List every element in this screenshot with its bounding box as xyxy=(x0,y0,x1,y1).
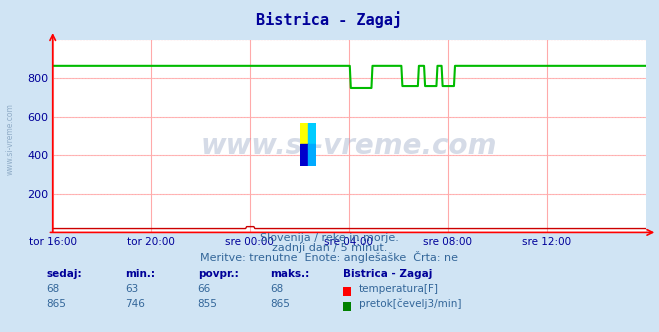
Text: 68: 68 xyxy=(270,284,283,294)
Text: povpr.:: povpr.: xyxy=(198,269,239,279)
Text: 68: 68 xyxy=(46,284,59,294)
Text: zadnji dan / 5 minut.: zadnji dan / 5 minut. xyxy=(272,243,387,253)
Text: maks.:: maks.: xyxy=(270,269,310,279)
Bar xyxy=(308,123,316,144)
Text: 865: 865 xyxy=(46,299,66,309)
Bar xyxy=(308,144,316,166)
Text: min.:: min.: xyxy=(125,269,156,279)
Bar xyxy=(300,123,308,144)
Text: 746: 746 xyxy=(125,299,145,309)
Text: temperatura[F]: temperatura[F] xyxy=(359,284,439,294)
Text: Bistrica - Zagaj: Bistrica - Zagaj xyxy=(343,269,432,279)
Text: www.si-vreme.com: www.si-vreme.com xyxy=(201,132,498,160)
Text: 63: 63 xyxy=(125,284,138,294)
Text: www.si-vreme.com: www.si-vreme.com xyxy=(5,104,14,175)
Text: pretok[čevelj3/min]: pretok[čevelj3/min] xyxy=(359,298,462,309)
Text: 865: 865 xyxy=(270,299,290,309)
Text: 855: 855 xyxy=(198,299,217,309)
Text: Meritve: trenutne  Enote: anglešaške  Črta: ne: Meritve: trenutne Enote: anglešaške Črta… xyxy=(200,251,459,263)
Bar xyxy=(300,144,308,166)
Text: Slovenija / reke in morje.: Slovenija / reke in morje. xyxy=(260,233,399,243)
Text: sedaj:: sedaj: xyxy=(46,269,82,279)
Text: 66: 66 xyxy=(198,284,211,294)
Text: Bistrica - Zagaj: Bistrica - Zagaj xyxy=(256,12,403,29)
